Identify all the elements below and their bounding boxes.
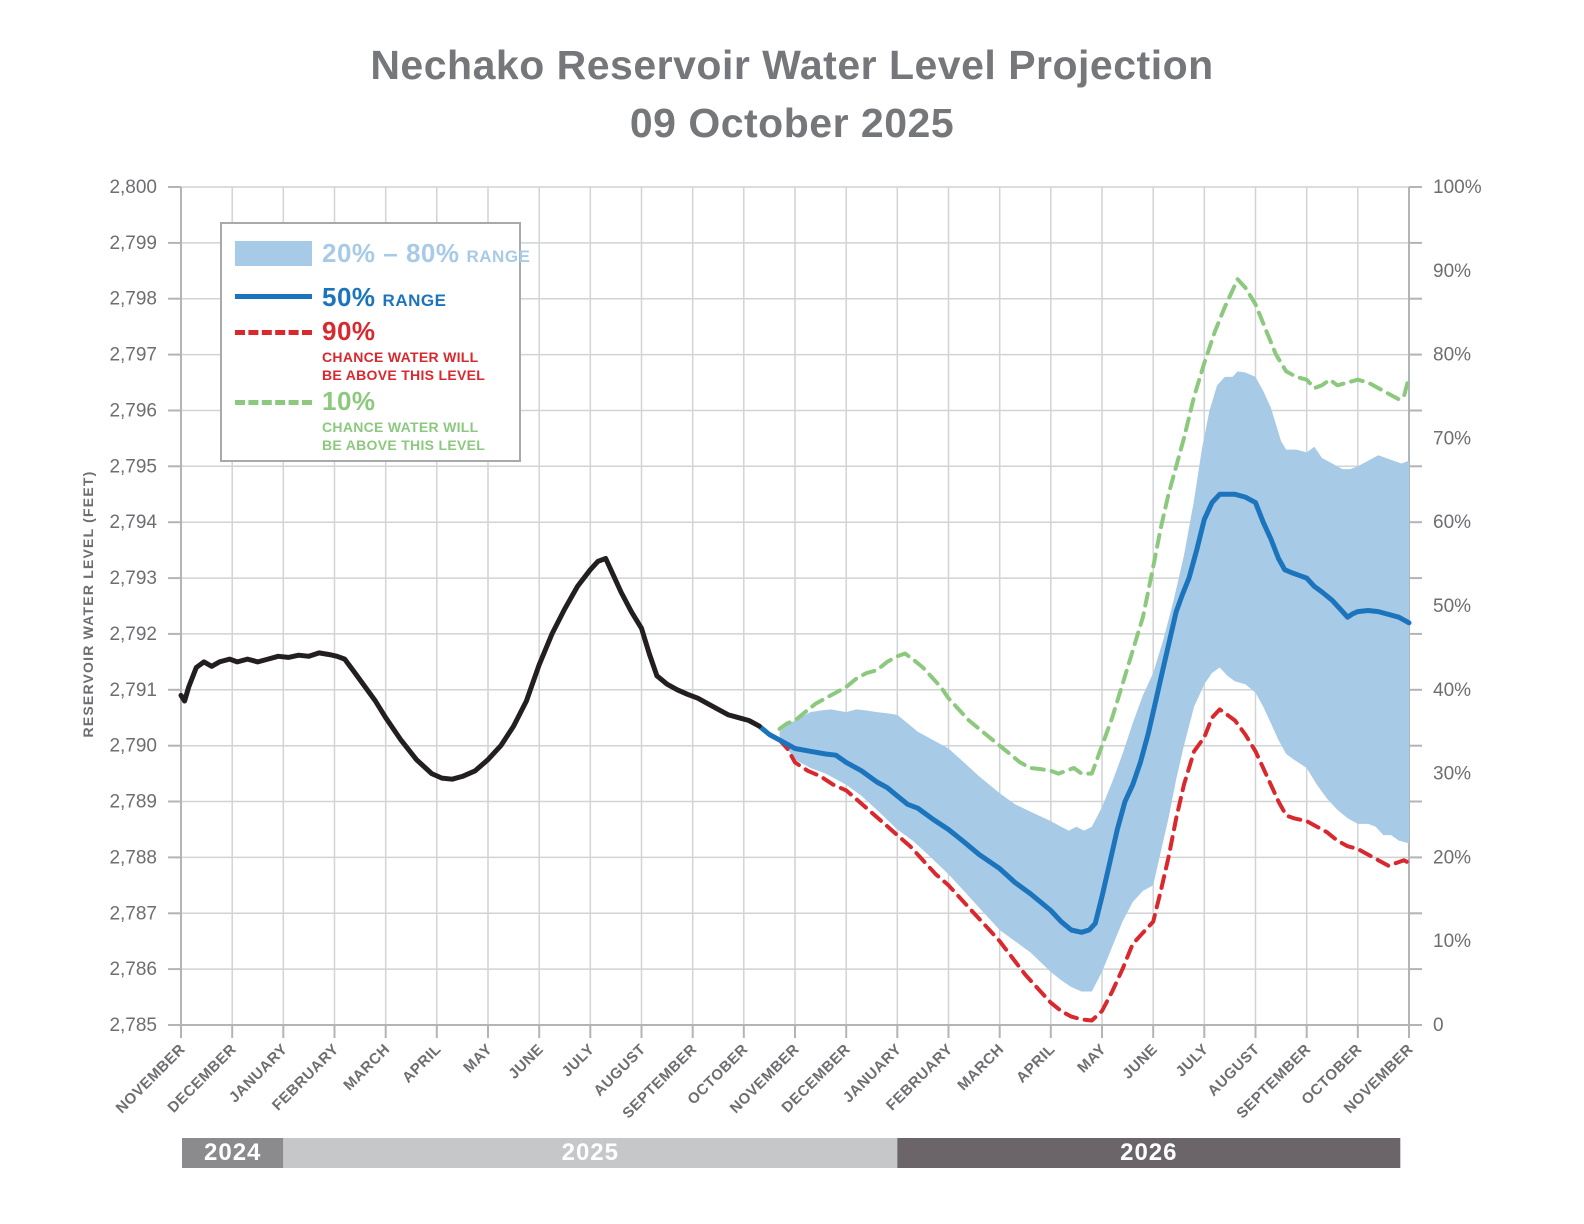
legend-band-label: 20% – 80%	[322, 238, 460, 268]
year-band-label: 2025	[562, 1139, 619, 1166]
y-left-tick-label: 2,787	[109, 903, 157, 924]
chart-title-line2: 09 October 2025	[629, 100, 955, 146]
p90-chance-line	[777, 707, 1411, 1023]
month-tick-label: MARCH	[954, 1041, 1007, 1094]
y-right-tick-label: 70%	[1433, 428, 1471, 449]
month-tick-label: MAY	[460, 1041, 496, 1077]
year-band	[182, 1138, 284, 1168]
month-tick-label: APRIL	[1013, 1041, 1059, 1087]
legend-item-median: 50% RANGE	[322, 282, 446, 313]
y-right-tick-label: 0	[1433, 1015, 1444, 1036]
y-right-tick-label: 30%	[1433, 764, 1471, 785]
legend-median-label: 50%	[322, 282, 376, 312]
p10-dashed-swatch	[235, 400, 312, 405]
y-left-tick-label: 2,793	[109, 568, 157, 589]
month-tick-label: JULY	[1173, 1041, 1213, 1081]
month-tick-label: JUNE	[1119, 1041, 1161, 1083]
y-left-tick-label: 2,796	[109, 401, 157, 422]
y-left-tick-label: 2,795	[109, 456, 157, 477]
month-tick-label: MAY	[1074, 1041, 1110, 1077]
legend-median-sublabel: RANGE	[382, 291, 447, 310]
y-right-tick-label: 20%	[1433, 847, 1471, 868]
y-left-tick-label: 2,792	[109, 624, 157, 645]
y-left-tick-label: 2,798	[109, 289, 157, 310]
year-band-label: 2024	[204, 1139, 261, 1166]
y-left-tick-label: 2,786	[109, 959, 157, 980]
year-band	[897, 1138, 1401, 1168]
legend-item-band: 20% – 80% RANGE	[322, 238, 530, 269]
y-left-tick-label: 2,788	[109, 847, 157, 868]
p10-chance-line	[777, 277, 1411, 776]
legend: 20% – 80% RANGE 50% RANGE 90% CHANCE WATER…	[220, 222, 530, 462]
historical-level-line	[178, 556, 762, 782]
y-right-tick-label: 50%	[1433, 596, 1471, 617]
band-swatch	[235, 241, 312, 266]
legend-item-p10: 10%	[322, 386, 376, 417]
confidence-band-20-80	[779, 371, 1409, 992]
p90-dashed-swatch	[235, 330, 312, 335]
chart-title: Nechako Reservoir Water Level Projection…	[0, 36, 1584, 152]
chart-title-line1: Nechako Reservoir Water Level Projection	[370, 42, 1214, 88]
y-left-tick-label: 2,790	[109, 736, 157, 757]
y-right-tick-label: 80%	[1433, 345, 1471, 366]
y-left-tick-label: 2,791	[109, 680, 157, 701]
month-tick-label: JUNE	[505, 1041, 547, 1083]
y-left-tick-label: 2,794	[109, 512, 157, 533]
y-right-tick-label: 100%	[1433, 177, 1482, 198]
year-band-label: 2026	[1120, 1139, 1177, 1166]
month-tick-label: APRIL	[399, 1041, 445, 1087]
year-band	[283, 1138, 898, 1168]
median-50-line	[756, 491, 1412, 935]
y-right-tick-label: 40%	[1433, 680, 1471, 701]
legend-p10-label: 10%	[322, 386, 376, 416]
legend-item-p90: 90%	[322, 316, 376, 347]
legend-p90-label: 90%	[322, 316, 376, 346]
y-right-tick-label: 10%	[1433, 931, 1471, 952]
month-tick-label: JULY	[559, 1041, 599, 1081]
y-left-tick-label: 2,797	[109, 345, 157, 366]
y-left-tick-label: 2,789	[109, 792, 157, 813]
y-right-tick-label: 60%	[1433, 512, 1471, 533]
legend-band-sublabel: RANGE	[466, 247, 531, 266]
y-right-tick-label: 90%	[1433, 261, 1471, 282]
y-left-tick-label: 2,785	[109, 1015, 157, 1036]
legend-p90-description: CHANCE WATER WILL BE ABOVE THIS LEVEL	[322, 349, 486, 383]
legend-p10-description: CHANCE WATER WILL BE ABOVE THIS LEVEL	[322, 419, 486, 453]
month-tick-label: MARCH	[340, 1041, 393, 1094]
median-line-swatch	[235, 294, 312, 299]
y-left-tick-label: 2,800	[109, 177, 157, 198]
y-left-tick-label: 2,799	[109, 233, 157, 254]
